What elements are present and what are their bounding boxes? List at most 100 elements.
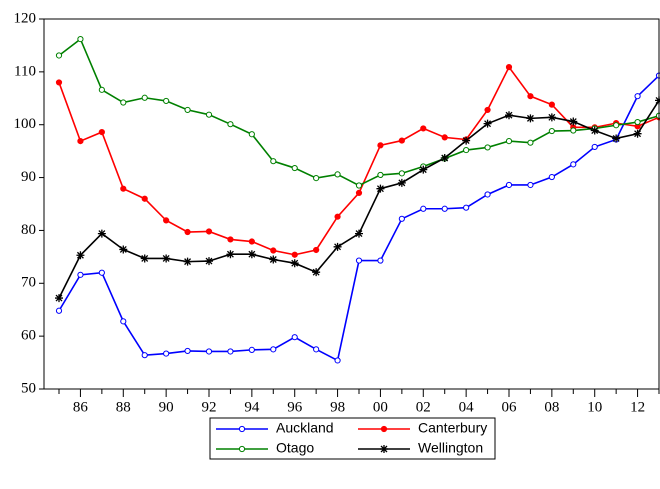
point (355, 189, 363, 196)
point (55, 79, 63, 86)
point (98, 86, 105, 93)
x-tick-label: 88 (116, 399, 131, 415)
x-tick-label: 06 (502, 399, 518, 415)
point (355, 229, 363, 238)
point (419, 165, 428, 174)
point (163, 217, 170, 224)
point (527, 181, 534, 189)
y-tick-label: 90 (21, 169, 36, 185)
point (420, 125, 427, 132)
y-tick-label: 70 (21, 275, 36, 291)
point (634, 118, 641, 126)
point (612, 134, 621, 143)
point (591, 143, 598, 151)
point (205, 257, 213, 266)
point (313, 346, 320, 353)
point (184, 347, 191, 355)
point (334, 357, 341, 364)
point (77, 138, 84, 145)
point (377, 171, 384, 179)
point (333, 242, 342, 251)
point (270, 158, 277, 165)
point (633, 129, 642, 138)
point (397, 178, 406, 187)
point (291, 164, 298, 172)
point (227, 121, 234, 128)
point (227, 236, 234, 243)
point (380, 425, 388, 433)
legend-box (209, 417, 496, 460)
point (270, 247, 277, 254)
point (227, 348, 234, 355)
legend-label: Otago (276, 440, 314, 456)
point (98, 129, 105, 136)
point (313, 175, 320, 182)
x-tick-label: 94 (244, 399, 260, 415)
point (205, 111, 213, 118)
x-tick-label: 98 (330, 399, 345, 415)
point (120, 185, 127, 192)
x-tick-label: 02 (416, 399, 431, 415)
point (290, 259, 299, 268)
point (380, 445, 388, 453)
point (119, 245, 128, 254)
point (505, 138, 513, 145)
point (505, 181, 513, 189)
point (141, 94, 148, 101)
point (398, 215, 405, 222)
point (483, 119, 492, 128)
point (247, 250, 256, 259)
legend-label: Auckland (276, 420, 334, 436)
point (420, 205, 427, 212)
series-line (58, 65, 660, 256)
point (463, 146, 470, 154)
series-line (58, 74, 660, 362)
point (184, 106, 191, 114)
point (484, 144, 491, 151)
point (505, 111, 513, 120)
x-tick-label: 86 (73, 399, 89, 415)
x-tick-label: 08 (544, 399, 559, 415)
y-tick-label: 80 (21, 222, 36, 238)
x-tick-label: 00 (373, 399, 388, 415)
point (76, 251, 85, 260)
point (77, 35, 84, 43)
legend-label: Wellington (418, 440, 483, 456)
plot-frame (43, 18, 660, 390)
point (140, 254, 149, 263)
point (183, 257, 192, 266)
x-tick-label: 10 (587, 399, 602, 415)
point (248, 238, 255, 245)
y-tick-label: 120 (14, 10, 37, 26)
point (441, 134, 448, 141)
point (526, 114, 535, 123)
point (462, 136, 471, 145)
y-tick-label: 50 (21, 380, 36, 396)
x-tick-label: 04 (459, 399, 475, 415)
point (238, 425, 246, 433)
point (441, 205, 448, 212)
point (613, 122, 620, 129)
point (291, 334, 298, 341)
point (634, 93, 641, 100)
y-tick-label: 110 (14, 63, 36, 79)
point (98, 269, 105, 276)
point (570, 161, 577, 168)
point (162, 254, 171, 263)
point (334, 213, 341, 220)
point (55, 294, 63, 303)
point (463, 204, 470, 211)
point (440, 154, 449, 163)
x-tick-label: 12 (630, 399, 645, 415)
point (291, 251, 298, 258)
point (355, 182, 363, 189)
point (398, 137, 405, 144)
point (270, 346, 277, 353)
point (484, 191, 491, 198)
point (163, 350, 170, 357)
point (376, 184, 385, 193)
point (590, 126, 599, 135)
point (377, 257, 384, 264)
point (269, 255, 278, 264)
